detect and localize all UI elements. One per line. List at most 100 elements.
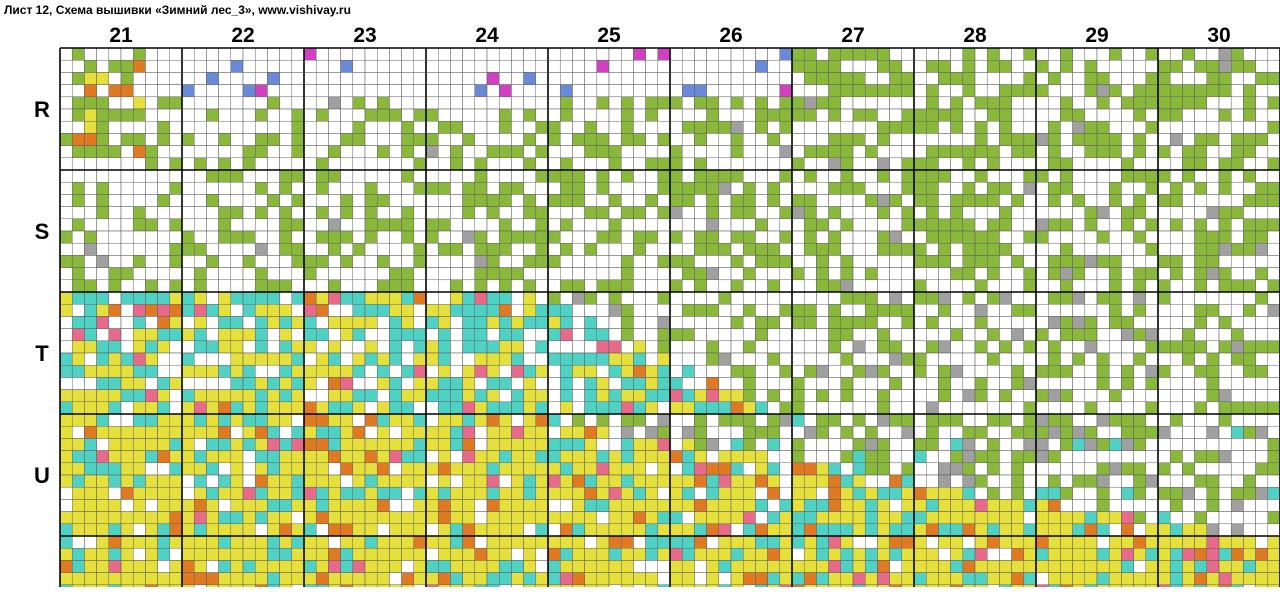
stitch-cell — [1121, 181, 1134, 195]
stitch-cell — [584, 462, 597, 476]
stitch-cell — [840, 474, 854, 488]
stitch-cell — [340, 487, 354, 500]
stitch-cell — [132, 157, 146, 171]
stitch-cell — [1157, 255, 1171, 268]
stitch-cell — [779, 194, 793, 207]
stitch-cell — [938, 426, 951, 439]
stitch-cell — [816, 279, 829, 293]
stitch-cell — [1182, 304, 1195, 317]
stitch-cell — [181, 548, 195, 561]
stitch-cell — [1194, 438, 1207, 451]
stitch-cell — [1121, 438, 1134, 451]
stitch-cell — [1206, 267, 1220, 281]
stitch-cell — [267, 255, 280, 268]
stitch-cell — [1108, 72, 1122, 85]
stitch-cell — [486, 499, 500, 512]
stitch-cell — [950, 230, 963, 244]
stitch-cell — [413, 316, 427, 329]
stitch-cell — [621, 560, 634, 573]
stitch-cell — [1011, 242, 1024, 256]
stitch-cell — [621, 169, 634, 183]
stitch-cell — [499, 304, 512, 317]
stitch-cell — [865, 462, 878, 476]
stitch-cell — [120, 474, 134, 488]
stitch-cell — [291, 389, 305, 403]
stitch-cell — [291, 194, 305, 207]
stitch-cell — [743, 218, 756, 232]
stitch-cell — [377, 340, 390, 354]
stitch-cell — [962, 279, 976, 293]
stitch-cell — [755, 499, 768, 512]
stitch-cell — [1096, 487, 1110, 500]
stitch-cell — [413, 169, 427, 183]
stitch-cell — [584, 450, 597, 464]
stitch-cell — [999, 181, 1012, 195]
stitch-cell — [584, 413, 597, 427]
stitch-cell — [1060, 462, 1073, 476]
stitch-cell — [84, 291, 97, 305]
stitch-cell — [1206, 169, 1220, 183]
stitch-cell — [120, 255, 134, 268]
stitch-cell — [181, 47, 195, 61]
stitch-cell — [938, 242, 951, 256]
stitch-cell — [572, 218, 585, 232]
stitch-cell — [804, 365, 817, 378]
stitch-cell — [889, 157, 902, 171]
stitch-cell — [865, 523, 878, 537]
stitch-cell — [132, 133, 146, 146]
stitch-cell — [303, 474, 317, 488]
stitch-cell — [389, 450, 402, 464]
stitch-cell — [1182, 450, 1195, 464]
stitch-cell — [462, 523, 476, 537]
stitch-cell — [523, 548, 536, 561]
stitch-cell — [1145, 365, 1159, 378]
stitch-cell — [377, 255, 390, 268]
stitch-cell — [767, 499, 780, 512]
stitch-cell — [450, 230, 463, 244]
stitch-cell — [926, 267, 939, 281]
stitch-cell — [1060, 181, 1073, 195]
stitch-cell — [1218, 242, 1232, 256]
stitch-cell — [572, 255, 585, 268]
stitch-cell — [560, 181, 573, 195]
stitch-cell — [145, 145, 158, 159]
stitch-cell — [316, 194, 329, 207]
stitch-cell — [389, 108, 402, 122]
stitch-cell — [1072, 474, 1085, 488]
stitch-cell — [413, 279, 427, 293]
stitch-cell — [413, 108, 427, 122]
stitch-cell — [1023, 572, 1037, 585]
stitch-cell — [730, 352, 744, 366]
stitch-cell — [486, 255, 500, 268]
stitch-cell — [584, 279, 597, 293]
stitch-cell — [535, 328, 549, 342]
stitch-cell — [1072, 194, 1085, 207]
stitch-cell — [791, 401, 805, 415]
stitch-cell — [1218, 450, 1232, 464]
stitch-cell — [401, 365, 415, 378]
stitch-cell — [303, 169, 317, 183]
stitch-cell — [120, 413, 134, 427]
stitch-cell — [1255, 450, 1268, 464]
stitch-cell — [389, 572, 402, 585]
stitch-cell — [1267, 108, 1280, 122]
stitch-cell — [1243, 535, 1256, 549]
stitch-cell — [340, 328, 354, 342]
stitch-cell — [132, 487, 146, 500]
stitch-cell — [584, 181, 597, 195]
stitch-cell — [865, 60, 878, 73]
stitch-cell — [901, 401, 915, 415]
stitch-cell — [962, 72, 976, 85]
stitch-cell — [157, 120, 171, 134]
stitch-cell — [120, 181, 134, 195]
stitch-cell — [840, 60, 854, 73]
stitch-cell — [596, 511, 610, 525]
stitch-cell — [340, 450, 354, 464]
stitch-cell — [999, 401, 1012, 415]
stitch-cell — [193, 157, 207, 171]
stitch-cell — [950, 279, 963, 293]
stitch-cell — [804, 487, 817, 500]
stitch-cell — [218, 304, 232, 317]
stitch-cell — [974, 230, 988, 244]
stitch-cell — [974, 426, 988, 439]
